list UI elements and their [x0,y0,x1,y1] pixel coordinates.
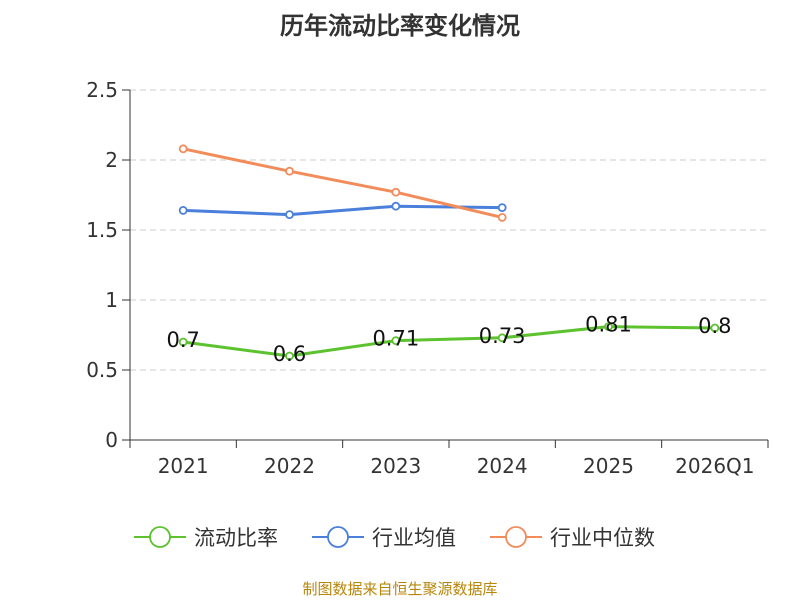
legend-marker [505,526,527,548]
y-tick-label: 1 [105,288,118,312]
y-tick-label: 0.5 [86,358,118,382]
chart-title: 历年流动比率变化情况 [280,12,520,40]
data-point [497,212,507,222]
data-point [178,205,188,215]
x-tick-label: 2023 [370,454,421,478]
data-point [285,210,294,220]
y-tick-label: 2 [105,148,118,172]
data-point [285,351,294,361]
data-label: 0.73 [479,324,526,348]
data-point [391,336,401,346]
data-point [604,322,613,332]
data-point [178,337,188,347]
data-label: 0.71 [372,327,419,351]
legend-item[interactable]: 行业中位数 [490,526,655,550]
data-point [391,201,401,211]
x-tick-label: 2025 [583,454,634,478]
legend-label: 行业中位数 [550,526,655,550]
data-point [710,323,720,333]
data-label: 0.8 [698,314,731,338]
data-point [391,187,401,197]
series-line-1 [183,204,503,217]
legend-label: 行业均值 [372,526,456,550]
axes: 0 0.5 1 1.5 2 2.5 2021 2022 2023 2024 2025 2026Q1 [86,78,769,478]
legend[interactable]: 流动比率 行业均值 行业中位数 [134,526,655,550]
data-label: 0.81 [585,313,632,337]
series-lines [178,144,720,361]
data-label: 0.6 [273,342,306,366]
data-point [178,144,188,154]
x-tick-label: 2024 [477,454,528,478]
x-tick-label: 2026Q1 [675,454,754,478]
legend-item[interactable]: 行业均值 [312,526,456,550]
y-tick-label: 2.5 [86,78,118,102]
data-point [497,333,507,343]
y-tick-label: 1.5 [86,218,118,242]
data-labels: 0.7 0.6 0.71 0.73 0.81 0.8 [166,313,731,366]
series-line-0 [182,325,715,358]
x-tick-label: 2021 [158,454,209,478]
legend-item[interactable]: 流动比率 [134,526,278,550]
y-tick-label: 0 [105,428,118,452]
data-point [497,203,507,213]
legend-marker [149,526,171,548]
x-tick-label: 2022 [264,454,315,478]
data-point [285,166,294,176]
grid-lines [130,89,768,371]
data-label: 0.7 [166,328,199,352]
data-source-note: 制图数据来自恒生聚源数据库 [302,580,498,598]
legend-label: 流动比率 [194,526,278,550]
series-line-2 [182,147,503,219]
legend-marker [327,526,349,548]
